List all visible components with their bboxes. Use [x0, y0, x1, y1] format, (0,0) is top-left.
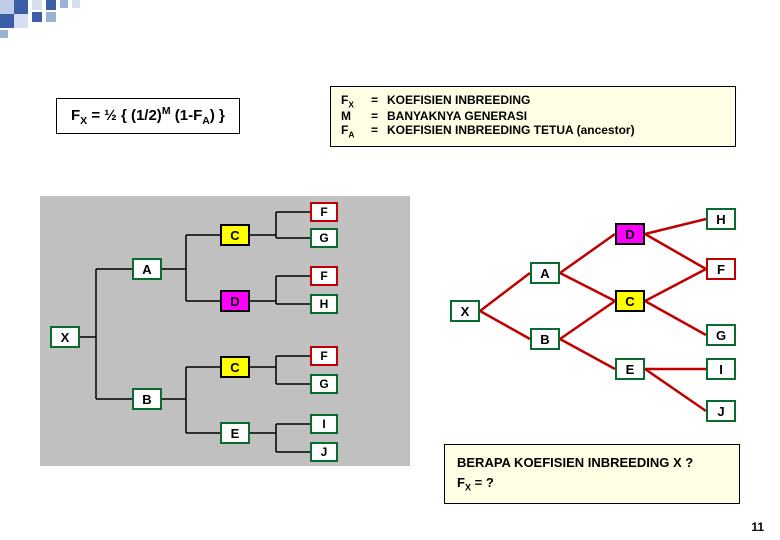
- tree-node-H: H: [706, 208, 736, 230]
- deco-square: [0, 0, 14, 14]
- deco-square: [14, 14, 28, 28]
- pedigree-leaf: J: [310, 442, 338, 462]
- fa-sub: A: [202, 115, 210, 127]
- pedigree-leaf: G: [310, 374, 338, 394]
- tree-node-C: C: [615, 290, 645, 312]
- pedigree-node-E: E: [220, 422, 250, 444]
- pedigree-leaf: F: [310, 202, 338, 222]
- legend-row: FX = KOEFISIEN INBREEDING: [341, 93, 725, 109]
- deco-square: [0, 14, 14, 28]
- tree-node-X: X: [450, 300, 480, 322]
- tree-node-E: E: [615, 358, 645, 380]
- legend-def: BANYAKNYA GENERASI: [387, 109, 527, 123]
- page-number: 11: [751, 520, 764, 534]
- tree-node-F: F: [706, 258, 736, 280]
- deco-square: [46, 0, 56, 10]
- tree-node-I: I: [706, 358, 736, 380]
- tree-node-J: J: [706, 400, 736, 422]
- pedigree-leaf: G: [310, 228, 338, 248]
- legend-def: KOEFISIEN INBREEDING: [387, 93, 530, 109]
- tree-node-B: B: [530, 328, 560, 350]
- pedigree-node-C1: C: [220, 224, 250, 246]
- deco-square: [60, 0, 68, 8]
- legend-def: KOEFISIEN INBREEDING TETUA (ancestor): [387, 123, 635, 139]
- tree-node-D: D: [615, 223, 645, 245]
- pedigree-node-X: X: [50, 326, 80, 348]
- deco-square: [72, 0, 80, 8]
- slide-decoration: [0, 0, 140, 40]
- legend-row: M = BANYAKNYA GENERASI: [341, 109, 725, 123]
- fx-sub: X: [80, 115, 87, 127]
- question-box: BERAPA KOEFISIEN INBREEDING X ? FX = ?: [444, 444, 740, 504]
- question-line1: BERAPA KOEFISIEN INBREEDING X ?: [457, 453, 727, 473]
- pedigree-leaf: I: [310, 414, 338, 434]
- tree-node-G: G: [706, 324, 736, 346]
- pedigree-leaf: F: [310, 346, 338, 366]
- deco-square: [32, 0, 42, 10]
- pedigree-leaf: F: [310, 266, 338, 286]
- deco-square: [14, 0, 28, 14]
- pedigree-node-D: D: [220, 290, 250, 312]
- question-line2: FX = ?: [457, 473, 727, 495]
- formula-box: FX = ½ { (1/2)M (1-FA) }: [56, 98, 240, 134]
- deco-square: [46, 12, 56, 22]
- deco-square: [0, 30, 8, 38]
- tree-node-A: A: [530, 262, 560, 284]
- legend-box: FX = KOEFISIEN INBREEDING M = BANYAKNYA …: [330, 86, 736, 147]
- deco-square: [32, 12, 42, 22]
- legend-row: FA = KOEFISIEN INBREEDING TETUA (ancesto…: [341, 123, 725, 139]
- pedigree-node-A: A: [132, 258, 162, 280]
- pedigree-leaf: H: [310, 294, 338, 314]
- m-sup: M: [162, 105, 171, 117]
- pedigree-node-B: B: [132, 388, 162, 410]
- pedigree-node-C2: C: [220, 356, 250, 378]
